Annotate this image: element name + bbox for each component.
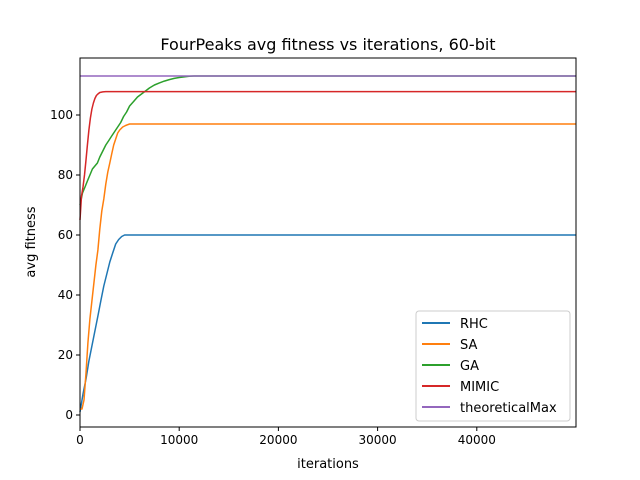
x-axis-label: iterations (297, 457, 359, 472)
series-line-rhc (79, 234, 576, 413)
y-tick-label: 40 (58, 288, 73, 302)
legend: RHC SA GA MIMIC theoreticalMax (415, 310, 571, 422)
legend-label-ga: GA (460, 359, 479, 374)
x-tick-label: 30000 (359, 433, 397, 447)
x-tick-label: 10000 (160, 433, 198, 447)
plot-lines (79, 75, 576, 413)
legend-label-rhc: RHC (460, 317, 488, 332)
legend-box (415, 310, 571, 422)
y-tick-label: 60 (58, 228, 73, 242)
y-tick-label: 80 (58, 168, 73, 182)
x-tick-label: 40000 (458, 433, 496, 447)
plot-frame (79, 57, 577, 428)
legend-label-theoreticalmax: theoreticalMax (460, 401, 557, 416)
y-axis-label: avg fitness (24, 206, 39, 277)
legend-label-sa: SA (460, 338, 477, 353)
legend-label-mimic: MIMIC (460, 380, 499, 395)
y-tick-label: 100 (50, 108, 73, 122)
y-tick-label: 0 (65, 408, 73, 422)
series-line-mimic (79, 90, 576, 221)
x-tick-label: 0 (76, 433, 84, 447)
y-tick-label: 20 (58, 348, 73, 362)
y-axis-ticks: 0 20 40 60 80 100 (50, 108, 80, 422)
series-line-sa (80, 123, 576, 410)
chart-title: FourPeaks avg fitness vs iterations, 60-… (160, 35, 495, 54)
x-axis-ticks: 0 10000 20000 30000 40000 (76, 427, 496, 447)
x-tick-label: 20000 (259, 433, 297, 447)
